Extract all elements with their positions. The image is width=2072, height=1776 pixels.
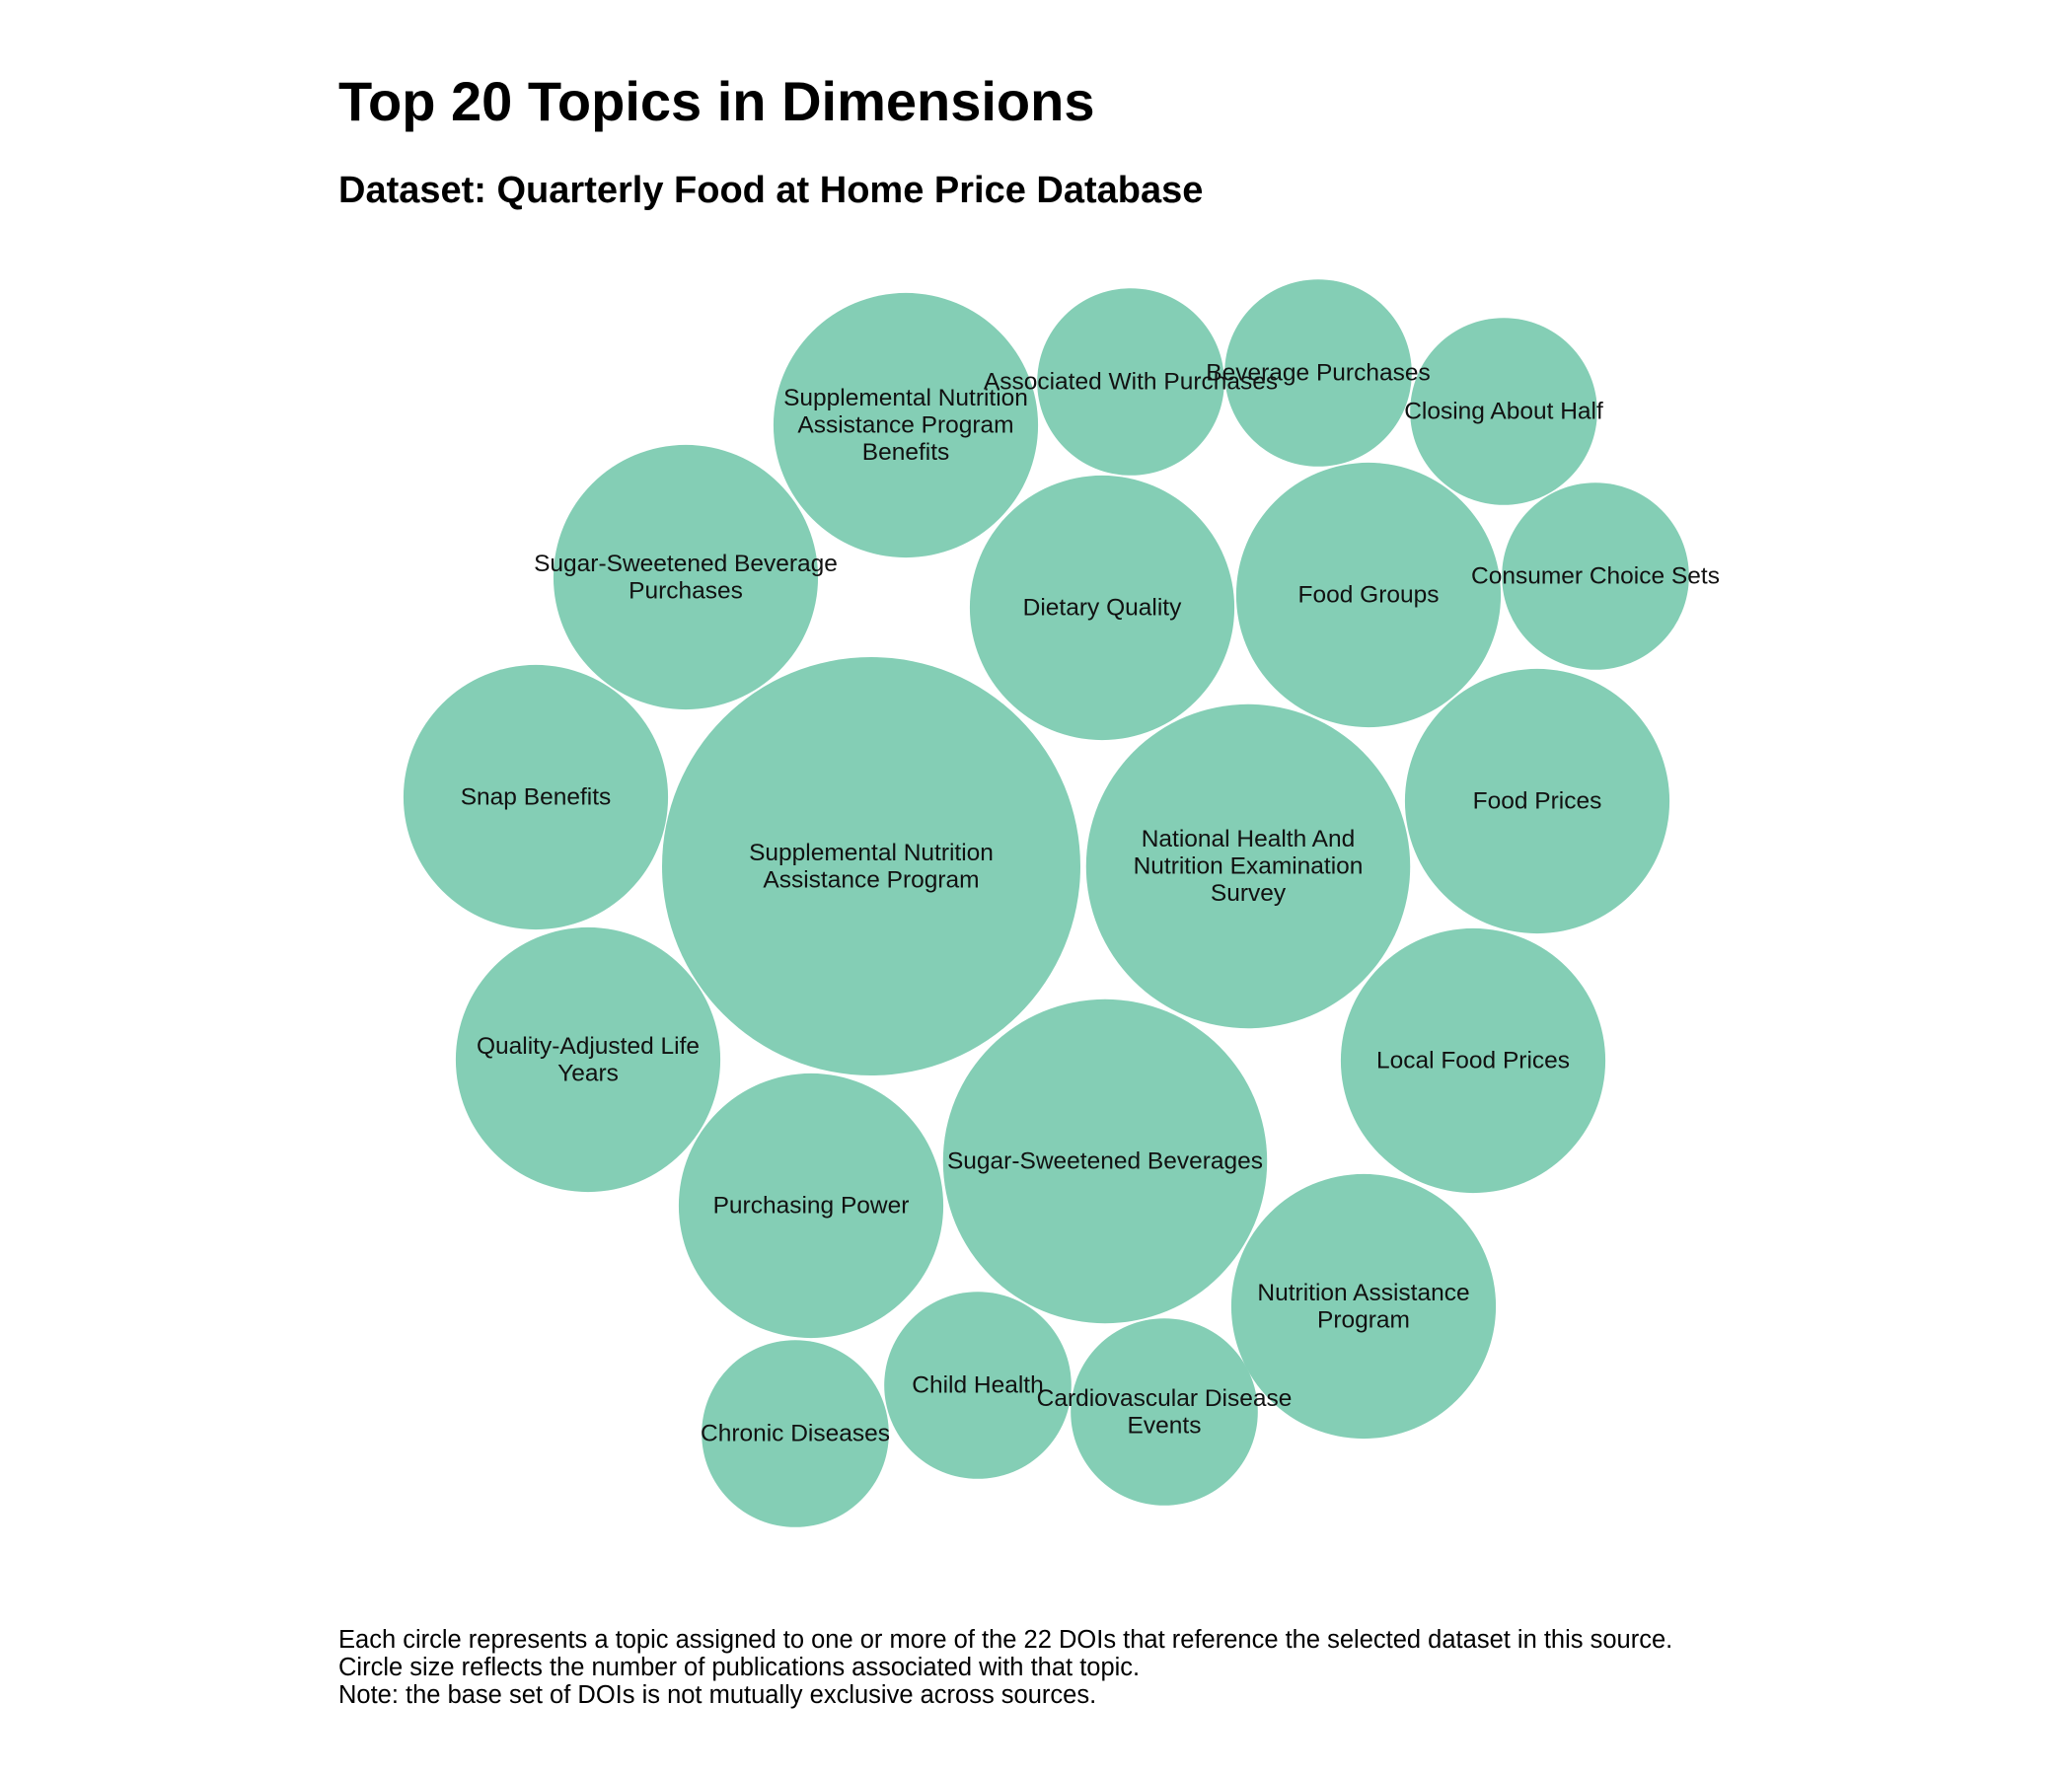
bubble-supplemental-nutrition-assistance-program — [662, 657, 1080, 1075]
bubble-child-health — [884, 1292, 1072, 1479]
bubble-sugar-sweetened-beverage-purchases — [553, 444, 819, 710]
note-line: Note: the base set of DOIs is not mutual… — [338, 1681, 1097, 1709]
bubble-label: Food Prices — [1473, 788, 1602, 815]
bubble-circle — [1235, 462, 1502, 728]
bubble-circle — [702, 1340, 889, 1527]
bubble-label: Supplemental Nutrition — [783, 385, 1028, 411]
bubble-label: Assistance Program — [797, 412, 1013, 439]
bubble-label: Cardiovascular Disease — [1037, 1385, 1293, 1412]
bubble-cardiovascular-disease-events — [1071, 1318, 1258, 1506]
bubble-label: Sugar-Sweetened Beverages — [947, 1148, 1263, 1175]
bubble-circle — [773, 292, 1039, 558]
bubble-closing-about-half — [1410, 318, 1597, 505]
bubble-label: Nutrition Assistance — [1257, 1280, 1469, 1306]
bubble-nutrition-assistance-program — [1230, 1173, 1497, 1440]
bubble-label: Purchasing Power — [713, 1193, 910, 1220]
bubble-label: Snap Benefits — [461, 784, 612, 811]
bubble-circle — [1085, 703, 1411, 1029]
bubble-circle — [553, 444, 819, 710]
bubble-label: Child Health — [912, 1372, 1043, 1399]
bubble-sugar-sweetened-beverages — [942, 999, 1268, 1324]
bubble-local-food-prices — [1340, 927, 1606, 1194]
bubble-quality-adjusted-life-years — [455, 926, 721, 1193]
bubble-circle — [455, 926, 721, 1193]
bubble-circle — [1037, 288, 1224, 476]
bubble-label: National Health And — [1142, 826, 1356, 852]
bubble-label: Local Food Prices — [1376, 1048, 1570, 1074]
bubble-purchasing-power — [678, 1073, 944, 1339]
bubble-snap-benefits — [403, 664, 669, 930]
bubble-chronic-diseases — [702, 1340, 889, 1527]
bubble-label: Events — [1128, 1412, 1202, 1439]
note-line: Each circle represents a topic assigned … — [338, 1626, 1673, 1654]
bubble-label: Chronic Diseases — [701, 1421, 890, 1447]
note-line: Circle size reflects the number of publi… — [338, 1654, 1141, 1681]
bubble-circle — [1404, 668, 1670, 934]
bubble-consumer-choice-sets — [1502, 482, 1689, 670]
bubble-circle — [1224, 279, 1412, 467]
bubble-circle — [678, 1073, 944, 1339]
bubble-label: Years — [557, 1060, 619, 1086]
bubble-label: Assistance Program — [763, 866, 979, 893]
bubble-label: Beverage Purchases — [1206, 360, 1430, 387]
bubble-associated-with-purchases — [1037, 288, 1224, 476]
bubble-circle — [942, 999, 1268, 1324]
bubble-label: Food Groups — [1298, 582, 1440, 609]
bubble-label: Purchases — [629, 577, 743, 604]
bubble-label: Sugar-Sweetened Beverage — [534, 551, 838, 577]
bubble-circle — [1230, 1173, 1497, 1440]
bubble-circle — [1340, 927, 1606, 1194]
bubble-food-groups — [1235, 462, 1502, 728]
bubble-supplemental-nutrition-assistance-program-benefits — [773, 292, 1039, 558]
bubble-label: Supplemental Nutrition — [749, 840, 994, 866]
chart-subtitle: Dataset: Quarterly Food at Home Price Da… — [338, 170, 1204, 211]
bubble-beverage-purchases — [1224, 279, 1412, 467]
bubble-national-health-and-nutrition-examination-survey — [1085, 703, 1411, 1029]
bubble-label: Survey — [1211, 880, 1287, 907]
bubble-label: Dietary Quality — [1023, 595, 1182, 622]
bubble-label: Quality-Adjusted Life — [477, 1033, 700, 1060]
chart-title: Top 20 Topics in Dimensions — [338, 70, 1095, 132]
bubble-circle — [969, 475, 1235, 741]
bubble-food-prices — [1404, 668, 1670, 934]
bubble-label: Closing About Half — [1404, 399, 1603, 425]
chart-notes: Each circle represents a topic assigned … — [338, 1626, 1672, 1709]
bubble-circle — [403, 664, 669, 930]
bubble-label: Consumer Choice Sets — [1471, 563, 1720, 590]
bubble-label: Benefits — [862, 439, 950, 466]
bubble-label: Program — [1317, 1306, 1410, 1333]
bubble-dietary-quality — [969, 475, 1235, 741]
bubble-circle — [884, 1292, 1072, 1479]
bubble-label: Nutrition Examination — [1134, 853, 1364, 880]
bubble-circle — [662, 657, 1080, 1075]
bubble-label: Associated With Purchases — [984, 369, 1278, 396]
bubble-circle — [1410, 318, 1597, 505]
bubble-circle — [1502, 482, 1689, 670]
bubble-circle — [1071, 1318, 1258, 1506]
